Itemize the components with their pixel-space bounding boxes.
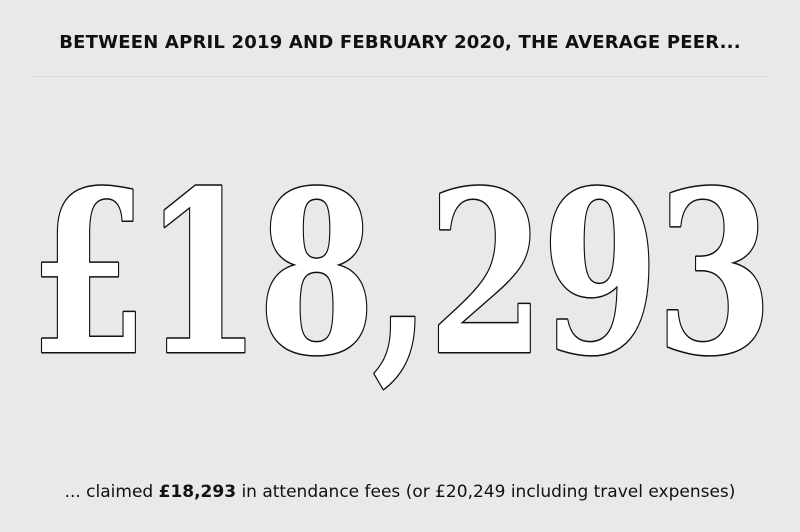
divider <box>32 76 768 77</box>
caption: ... claimed £18,293 in attendance fees (… <box>0 482 800 502</box>
big-figure: £18,293 <box>29 156 776 406</box>
caption-prefix: ... claimed <box>64 482 159 502</box>
caption-suffix: in attendance fees (or £20,249 including… <box>236 482 736 502</box>
caption-amount: £18,293 <box>158 482 237 502</box>
big-figure-text: £18,293 <box>30 156 770 405</box>
headline: BETWEEN APRIL 2019 AND FEBRUARY 2020, TH… <box>59 32 741 53</box>
